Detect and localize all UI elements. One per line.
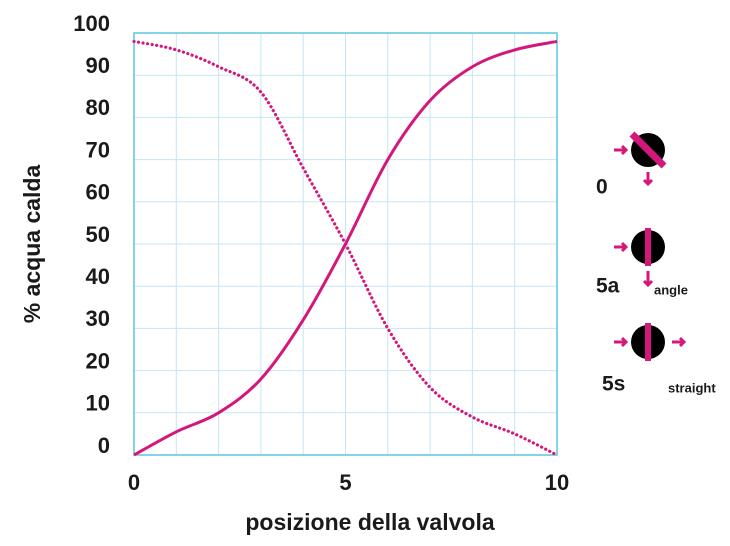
y-tick-label: 50	[86, 222, 110, 247]
y-tick-label: 10	[86, 391, 110, 416]
y-axis-title: % acqua calda	[19, 165, 45, 324]
y-tick-label: 20	[86, 348, 110, 373]
line-series	[132, 39, 559, 457]
y-tick-label: 30	[86, 306, 110, 331]
y-tick-label: 60	[86, 180, 110, 205]
valve-diagram	[608, 110, 688, 187]
valve-label: straight	[668, 380, 716, 395]
y-tick-label: 90	[86, 53, 110, 78]
valve-label: 5a	[596, 275, 620, 298]
x-tick-label: 0	[128, 470, 140, 495]
valve-diagram	[608, 207, 688, 288]
y-tick-label: 70	[86, 137, 110, 162]
y-tick-label: 40	[86, 264, 110, 289]
valve-label: 5s	[602, 373, 625, 396]
x-axis-title: posizione della valvola	[245, 509, 494, 535]
valve-label: 0	[596, 176, 608, 199]
valve-label: angle	[654, 282, 688, 297]
x-tick-label: 10	[545, 470, 569, 495]
valve-diagram	[608, 302, 688, 374]
x-tick-label: 5	[339, 470, 351, 495]
y-tick-label: 100	[73, 11, 110, 36]
y-tick-label: 0	[98, 433, 110, 458]
plot-frame	[133, 32, 558, 456]
y-tick-label: 80	[86, 95, 110, 120]
